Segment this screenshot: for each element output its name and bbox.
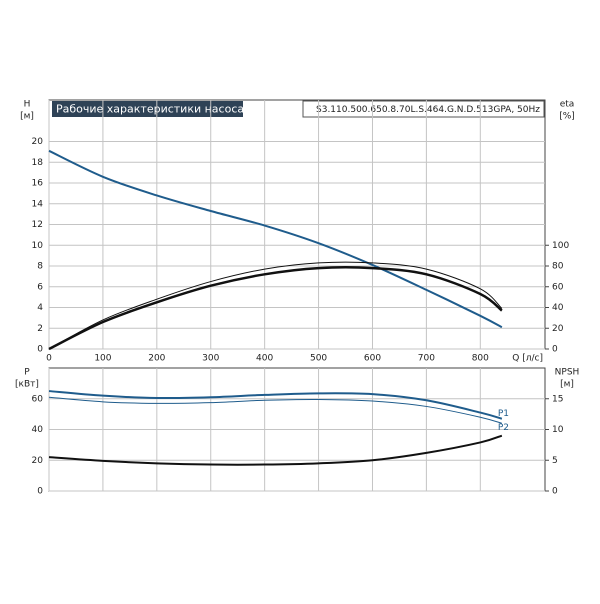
series-line — [48, 434, 503, 466]
y2-axis-label: NPSH — [555, 368, 580, 378]
y2-tick-label: 40 — [552, 303, 564, 313]
series-line — [48, 390, 503, 420]
series-line — [48, 396, 503, 424]
y2-axis-unit: [%] — [559, 112, 575, 122]
y-tick-label: 10 — [32, 241, 44, 251]
series-line — [48, 149, 503, 329]
y-tick-label: 14 — [32, 199, 44, 209]
y-tick-label: 40 — [32, 425, 44, 435]
x-tick-label: 100 — [94, 354, 111, 364]
title-box — [52, 101, 243, 117]
y-axis-label: P — [24, 368, 30, 378]
x-tick-label: 600 — [364, 354, 381, 364]
y2-tick-label: 5 — [552, 456, 558, 466]
y-tick-label: 4 — [37, 303, 43, 313]
y-tick-label: 8 — [37, 262, 43, 272]
x-tick-label: 800 — [472, 354, 489, 364]
y-tick-label: 0 — [37, 487, 43, 497]
y2-tick-label: 0 — [552, 345, 558, 355]
series-label: P1 — [498, 409, 509, 419]
y-tick-label: 60 — [32, 394, 44, 404]
chart-title: Рабочие характеристики насоса — [56, 103, 244, 116]
y2-tick-label: 10 — [552, 425, 564, 435]
y2-tick-label: 0 — [552, 487, 558, 497]
y-axis-unit: [кВт] — [15, 380, 39, 390]
y-tick-label: 6 — [37, 282, 43, 292]
y-tick-label: 2 — [37, 324, 43, 334]
y2-tick-label: 15 — [552, 394, 563, 404]
y-tick-label: 12 — [32, 220, 43, 230]
y2-tick-label: 100 — [552, 241, 569, 251]
y-tick-label: 20 — [32, 137, 44, 147]
series-line — [48, 261, 503, 350]
x-tick-label: 300 — [202, 354, 219, 364]
y2-tick-label: 80 — [552, 262, 564, 272]
y-tick-label: 20 — [32, 456, 44, 466]
x-tick-label: 200 — [148, 354, 165, 364]
series-line — [48, 266, 503, 351]
y-tick-label: 16 — [32, 179, 44, 189]
x-tick-label: 500 — [310, 354, 327, 364]
y-axis-unit: [м] — [20, 112, 34, 122]
y2-axis-unit: [м] — [560, 380, 574, 390]
model-box — [302, 100, 545, 118]
y2-axis-label: eta — [560, 100, 575, 110]
subtitle: S3.110.500.650.8.70L.S.464.G.N.D.513GPA,… — [316, 105, 540, 115]
series-label: P2 — [498, 423, 509, 433]
y2-tick-label: 20 — [552, 324, 564, 334]
x-tick-label: 0 — [46, 354, 52, 364]
y-tick-label: 0 — [37, 345, 43, 355]
x-axis-label: Q [л/с] — [512, 354, 543, 364]
y2-tick-label: 60 — [552, 282, 564, 292]
x-tick-label: 700 — [418, 354, 435, 364]
x-tick-label: 400 — [256, 354, 273, 364]
y-tick-label: 18 — [32, 158, 44, 168]
y-axis-label: H — [24, 100, 31, 110]
